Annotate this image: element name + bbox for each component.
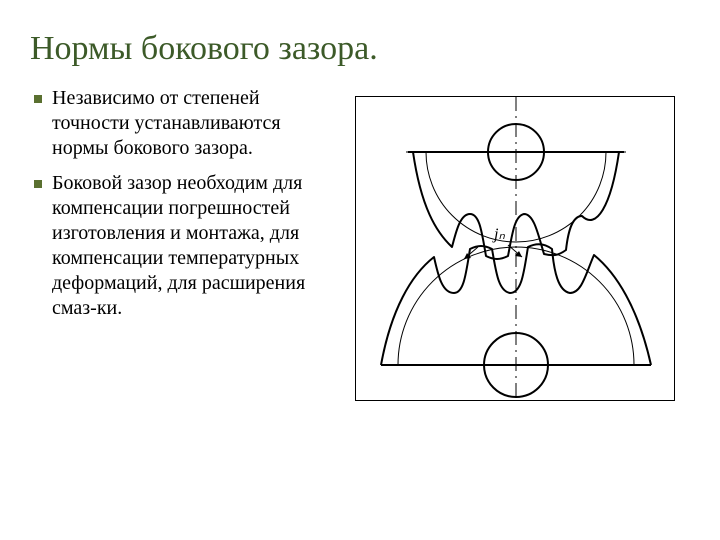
list-item: Боковой зазор необходим для компенсации …: [30, 171, 340, 321]
list-item: Независимо от степеней точности устанавл…: [30, 86, 340, 161]
figure-column: jₙ: [340, 86, 690, 401]
slide-body: Независимо от степеней точности устанавл…: [30, 86, 690, 401]
gear-diagram: jₙ: [356, 97, 674, 400]
gear-diagram-frame: jₙ: [355, 96, 675, 401]
slide-title: Нормы бокового зазора.: [30, 30, 690, 68]
svg-text:jₙ: jₙ: [492, 226, 505, 243]
bullet-list: Независимо от степеней точности устанавл…: [30, 86, 340, 321]
text-column: Независимо от степеней точности устанавл…: [30, 86, 340, 331]
